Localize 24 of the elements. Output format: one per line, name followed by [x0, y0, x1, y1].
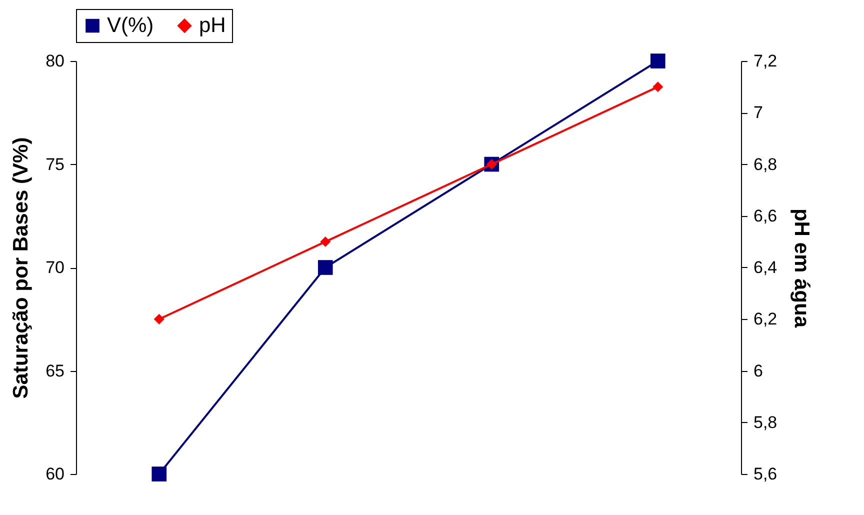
- point: [152, 466, 167, 482]
- point: [154, 314, 164, 324]
- y2-tick-label: 7: [754, 103, 763, 122]
- y2-tick-label: 5,8: [754, 412, 778, 432]
- y-tick-label: 70: [46, 258, 64, 277]
- y2-tick-label: 6: [754, 361, 763, 380]
- point: [652, 82, 664, 92]
- y2-tick-label: 6,2: [754, 310, 778, 329]
- point: [650, 54, 666, 68]
- point: [320, 236, 331, 247]
- y-tick-label: 75: [46, 154, 64, 174]
- y-tick-label: 80: [46, 52, 64, 70]
- y-tick-label: 65: [46, 361, 64, 380]
- y2-tick-label: 6,8: [754, 154, 778, 174]
- y2-tick-label: 7,2: [754, 52, 778, 70]
- legend-label: pH: [199, 14, 226, 37]
- y2-tick-label: 5,6: [754, 464, 778, 484]
- y-axis-title: Saturação por Bases (V%): [10, 137, 33, 399]
- y2-axis-title: pH em água: [790, 208, 814, 328]
- y2-tick-label: 6,6: [754, 206, 778, 226]
- y2-tick-label: 6,4: [754, 258, 778, 277]
- y-tick-label: 60: [46, 464, 64, 484]
- legend-label: V(%): [107, 14, 154, 37]
- point: [318, 260, 333, 275]
